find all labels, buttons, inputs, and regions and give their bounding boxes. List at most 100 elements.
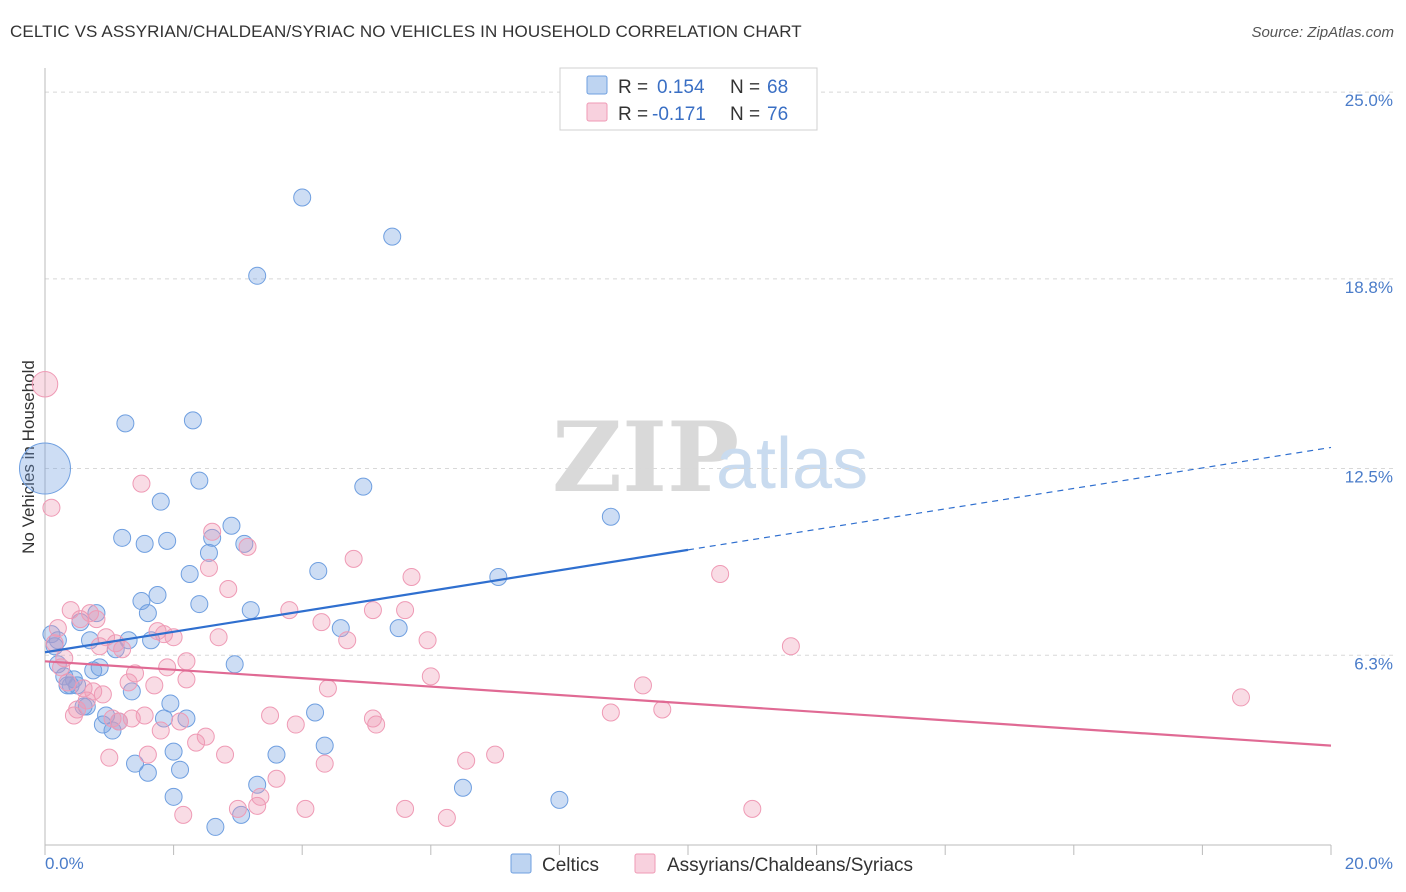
legend-n-value-2: 76 xyxy=(767,104,788,125)
celtic-point xyxy=(77,697,96,716)
assyrian-point xyxy=(421,667,440,686)
assyrian-point xyxy=(74,679,93,698)
assyrian-trend-line xyxy=(44,660,1332,747)
watermark-zip: ZIP xyxy=(552,401,739,514)
source-label: Source: ZipAtlas.com xyxy=(1251,24,1394,41)
celtic-point xyxy=(87,604,106,623)
assyrian-point xyxy=(312,613,331,632)
assyrian-point xyxy=(238,537,257,556)
celtic-point xyxy=(183,411,202,430)
assyrian-point xyxy=(196,727,215,746)
celtic-point xyxy=(138,604,157,623)
assyrian-point xyxy=(267,769,286,788)
assyrian-point xyxy=(100,748,119,767)
celtic-point xyxy=(383,227,402,246)
celtic-point xyxy=(306,703,325,722)
assyrian-point xyxy=(781,637,800,656)
celtic-point xyxy=(164,742,183,761)
assyrian-point xyxy=(48,619,67,638)
legend-r-value-1: 0.154 xyxy=(657,77,705,98)
legend-r-label-2: R = xyxy=(618,104,648,125)
assyrian-point xyxy=(145,676,164,695)
celtic-point xyxy=(241,601,260,620)
tick-labels: 6.3% 12.5% 18.8% 25.0% 0.0% 20.0% xyxy=(45,91,1393,873)
assyrian-point xyxy=(601,703,620,722)
y-tick-label: 6.3% xyxy=(1354,654,1393,673)
legend-r-label-1: R = xyxy=(618,77,648,98)
assyrian-point xyxy=(199,558,218,577)
assyrian-point xyxy=(58,673,77,692)
celtic-point xyxy=(19,442,71,495)
assyrian-point xyxy=(418,631,437,650)
assyrian-point xyxy=(402,567,421,586)
assyrian-point xyxy=(367,715,386,734)
assyrian-point xyxy=(653,700,672,719)
assyrian-point xyxy=(119,673,138,692)
assyrian-point xyxy=(138,745,157,764)
legend-box xyxy=(559,67,818,131)
y-tick-label: 12.5% xyxy=(1345,468,1393,487)
y-axis-label: No Vehicles in Household xyxy=(19,360,38,554)
bottom-legend-label-celtics: Celtics xyxy=(542,855,599,876)
legend-n-value-1: 68 xyxy=(767,77,788,98)
assyrian-point xyxy=(126,664,145,683)
celtic-point xyxy=(116,414,135,433)
celtic-point xyxy=(158,531,177,550)
assyrian-point xyxy=(457,751,476,770)
celtic-point xyxy=(225,655,244,674)
assyrian-point xyxy=(396,601,415,620)
series-celtics xyxy=(19,188,620,836)
assyrian-point xyxy=(338,631,357,650)
celtic-point xyxy=(148,586,167,605)
celtic-point xyxy=(293,188,312,207)
bottom-legend-swatch-assyrians xyxy=(634,853,656,874)
celtic-point xyxy=(151,492,170,511)
celtic-point xyxy=(489,567,508,586)
celtic-trend-line xyxy=(44,548,689,654)
celtic-point xyxy=(190,471,209,490)
celtic-point xyxy=(309,561,328,580)
celtic-point xyxy=(190,595,209,614)
bottom-legend-swatch-celtics xyxy=(510,853,532,874)
legend-n-label-2: N = xyxy=(730,104,760,125)
assyrian-point xyxy=(151,721,170,740)
series-assyrians xyxy=(31,370,1250,827)
assyrian-point xyxy=(42,498,61,517)
assyrian-point xyxy=(203,522,222,541)
celtic-point xyxy=(113,528,132,547)
assyrian-point xyxy=(743,799,762,818)
watermark: ZIP atlas xyxy=(552,401,868,514)
celtic-point xyxy=(601,507,620,526)
celtic-point xyxy=(164,787,183,806)
celtic-point xyxy=(248,775,267,794)
assyrian-point xyxy=(216,745,235,764)
assyrian-point xyxy=(344,549,363,568)
legend-swatch-assyrians xyxy=(586,102,608,122)
celtic-point xyxy=(90,658,109,677)
assyrian-point xyxy=(280,601,299,620)
assyrian-point xyxy=(633,676,652,695)
assyrian-point xyxy=(158,658,177,677)
celtic-point xyxy=(126,754,145,773)
assyrian-point xyxy=(315,754,334,773)
y-tick-label: 18.8% xyxy=(1345,278,1393,297)
legend-swatch-celtics xyxy=(586,75,608,95)
assyrian-point xyxy=(486,745,505,764)
celtic-point xyxy=(389,619,408,638)
assyrian-point xyxy=(187,733,206,752)
celtic-point xyxy=(171,760,190,779)
legend-n-label-1: N = xyxy=(730,77,760,98)
watermark-atlas: atlas xyxy=(716,424,868,504)
assyrian-point xyxy=(219,580,238,599)
x-tick-label: 0.0% xyxy=(45,854,84,873)
assyrian-point xyxy=(135,706,154,725)
assyrian-point xyxy=(71,610,90,629)
assyrian-point xyxy=(177,652,196,671)
assyrian-point xyxy=(177,670,196,689)
celtic-point xyxy=(550,790,569,809)
assyrian-point xyxy=(84,682,103,701)
celtic-point xyxy=(161,694,180,713)
assyrian-point xyxy=(286,715,305,734)
assyrian-point xyxy=(113,640,132,659)
